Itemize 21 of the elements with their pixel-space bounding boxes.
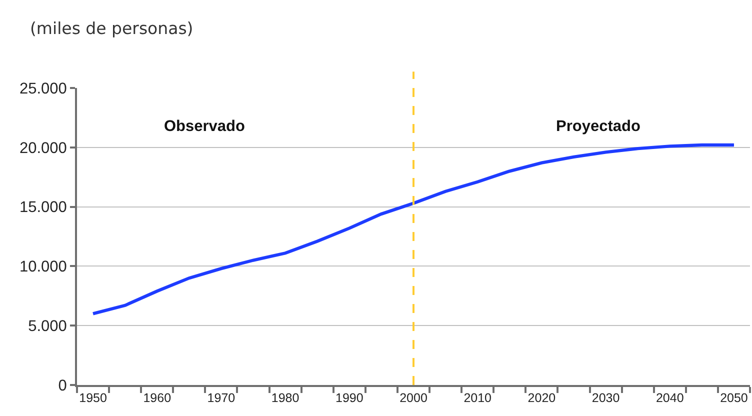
y-axis-title: (miles de personas) [30, 19, 194, 38]
x-tick-label: 2030 [592, 391, 620, 405]
y-tick-label: 10.000 [19, 258, 68, 276]
y-tick-label: 5.000 [28, 318, 68, 336]
x-tick-label: 1970 [207, 391, 236, 405]
x-tick-label: 2010 [464, 391, 492, 405]
y-tick-label: 0 [58, 377, 68, 394]
y-tick-label: 25.000 [19, 80, 68, 98]
x-tick-label: 1960 [143, 391, 172, 405]
x-tick-label: 1980 [271, 391, 300, 405]
x-tick-label: 2020 [528, 391, 556, 405]
x-tick-label: 2040 [656, 391, 684, 405]
y-tick-label: 15.000 [19, 199, 68, 216]
x-tick-label: 1950 [79, 391, 107, 405]
annotation: Proyectado [556, 118, 640, 135]
annotation: Observado [164, 118, 245, 135]
x-tick-label: 1990 [335, 391, 364, 405]
x-tick-label: 2000 [400, 391, 428, 405]
y-tick-label: 20.000 [19, 140, 68, 157]
line-series [91, 143, 736, 316]
x-tick-label: 2050 [720, 391, 748, 405]
